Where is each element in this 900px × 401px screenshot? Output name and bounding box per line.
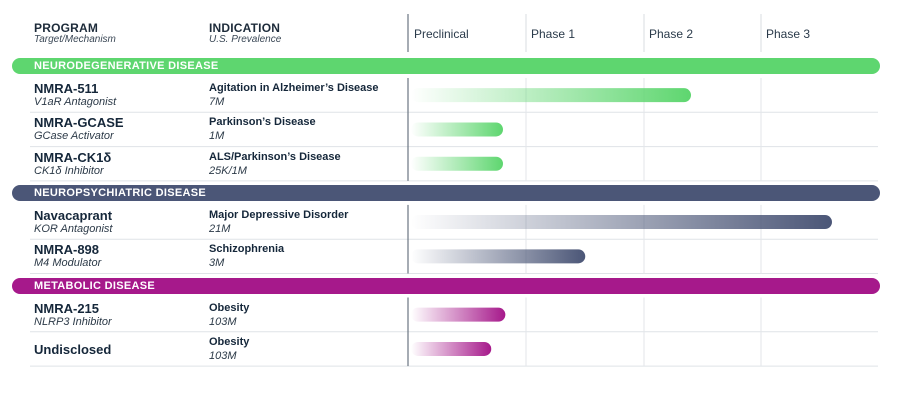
indication-prevalence: 25K/1M: [209, 164, 247, 177]
program-name: NMRA-CK1δ: [34, 149, 112, 165]
indication-name: Major Depressive Disorder: [209, 208, 349, 221]
program-mechanism: CK1δ Inhibitor: [34, 164, 104, 177]
progress-bar: [411, 122, 503, 137]
category-label: METABOLIC DISEASE: [34, 279, 156, 292]
progress-bar: [411, 249, 586, 264]
indication-name: ALS/Parkinson’s Disease: [209, 150, 341, 163]
category-label: NEUROPSYCHIATRIC DISEASE: [34, 186, 207, 199]
indication-prevalence: 1M: [209, 130, 225, 143]
indication-name: Obesity: [209, 301, 250, 314]
program-mechanism: NLRP3 Inhibitor: [34, 315, 112, 328]
indication-prevalence: 103M: [209, 315, 237, 328]
indication-column-subheader: U.S. Prevalence: [209, 34, 282, 45]
category-band: [12, 58, 880, 74]
program-name: NMRA-898: [34, 242, 100, 258]
program-name: NMRA-GCASE: [34, 115, 124, 131]
progress-bar: [411, 341, 492, 356]
phase-label-3: Phase 3: [766, 27, 811, 41]
category-band: [12, 277, 880, 294]
progress-bar: [411, 307, 506, 322]
program-mechanism: M4 Modulator: [34, 257, 102, 270]
indication-name: Schizophrenia: [209, 243, 285, 256]
indication-name: Obesity: [209, 335, 250, 348]
program-name: Undisclosed: [34, 341, 112, 357]
phase-label-0: Preclinical: [414, 27, 469, 41]
indication-column-header: INDICATION: [209, 21, 281, 35]
indication-name: Agitation in Alzheimer’s Disease: [209, 82, 379, 94]
phase-label-2: Phase 2: [649, 27, 694, 41]
phase-label-1: Phase 1: [531, 27, 576, 41]
program-name: Navacaprant: [34, 207, 113, 223]
indication-prevalence: 7M: [209, 96, 225, 108]
indication-prevalence: 3M: [209, 257, 225, 270]
indication-prevalence: 103M: [209, 349, 237, 362]
indication-prevalence: 21M: [209, 222, 231, 235]
program-column-subheader: Target/Mechanism: [34, 34, 116, 45]
program-mechanism: V1aR Antagonist: [34, 96, 117, 108]
program-column-header: PROGRAM: [34, 21, 99, 35]
category-label: NEURODEGENERATIVE DISEASE: [34, 60, 219, 72]
program-name: NMRA-215: [34, 300, 100, 316]
indication-name: Parkinson’s Disease: [209, 116, 316, 129]
progress-bar: [411, 88, 691, 103]
progress-bar: [411, 215, 832, 230]
category-band: [12, 184, 880, 201]
progress-bar: [411, 156, 503, 171]
program-mechanism: GCase Activator: [34, 130, 114, 143]
program-mechanism: KOR Antagonist: [34, 222, 113, 235]
program-name: NMRA-511: [34, 81, 99, 96]
